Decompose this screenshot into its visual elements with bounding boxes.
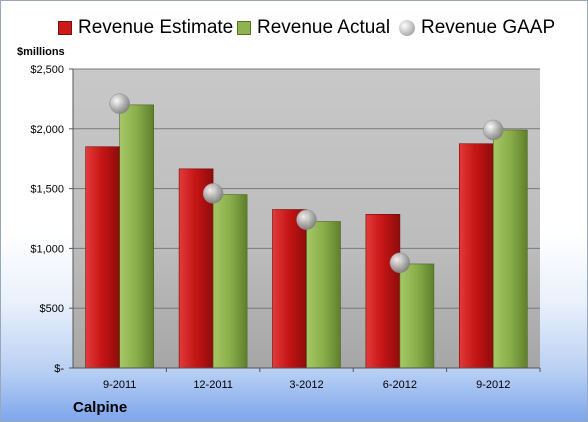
- bar-revenue-actual: [306, 221, 341, 369]
- company-name: Calpine: [73, 399, 128, 416]
- axes: $- $500 $1,000 $1,500 $2,000 $2,500 9-2011 12-2…: [30, 64, 541, 391]
- bar-revenue-estimate: [85, 146, 120, 369]
- x-tick-label: 6-2012: [383, 379, 417, 391]
- point-revenue-gaap: [109, 93, 130, 114]
- bars: [85, 104, 528, 369]
- bar-revenue-actual: [492, 129, 528, 369]
- y-axis-unit-label: $millions: [17, 46, 65, 58]
- bar-revenue-actual: [212, 194, 248, 369]
- gaap-points: [109, 93, 504, 274]
- point-revenue-gaap: [202, 183, 224, 204]
- y-tick-label: $2,500: [30, 64, 64, 76]
- legend-swatch-estimate: [58, 21, 72, 35]
- point-revenue-gaap: [389, 252, 411, 274]
- legend-swatch-actual: [237, 21, 251, 35]
- legend-marker-gaap: [399, 20, 415, 36]
- y-tick-label: $500: [40, 303, 64, 315]
- legend: Revenue Estimate Revenue Actual Revenue …: [1, 15, 588, 41]
- x-tick-label: 9-2012: [476, 379, 510, 391]
- legend-label-gaap: Revenue GAAP: [421, 17, 556, 38]
- bar-revenue-estimate: [178, 168, 214, 369]
- bar-revenue-actual: [399, 263, 435, 369]
- point-revenue-gaap: [483, 119, 504, 141]
- legend-item-actual: Revenue Actual: [237, 15, 390, 41]
- bar-revenue-estimate: [272, 209, 307, 369]
- bar-revenue-estimate: [458, 143, 494, 369]
- bar-revenue-actual: [119, 104, 154, 369]
- y-tick-label: $1,000: [30, 243, 64, 255]
- legend-label-estimate: Revenue Estimate: [78, 17, 234, 38]
- y-tick-label: $2,000: [30, 124, 64, 136]
- y-tick-label: $-: [54, 363, 64, 375]
- legend-label-actual: Revenue Actual: [257, 17, 391, 38]
- x-tick-label: 9-2011: [103, 379, 136, 391]
- bar-revenue-estimate: [365, 214, 401, 369]
- legend-item-estimate: Revenue Estimate: [58, 15, 233, 41]
- x-tick-label: 12-2011: [193, 379, 233, 391]
- point-revenue-gaap: [296, 209, 317, 230]
- legend-item-gaap: Revenue GAAP: [399, 15, 555, 41]
- x-tick-label: 3-2012: [289, 379, 323, 391]
- y-tick-label: $1,500: [30, 184, 64, 196]
